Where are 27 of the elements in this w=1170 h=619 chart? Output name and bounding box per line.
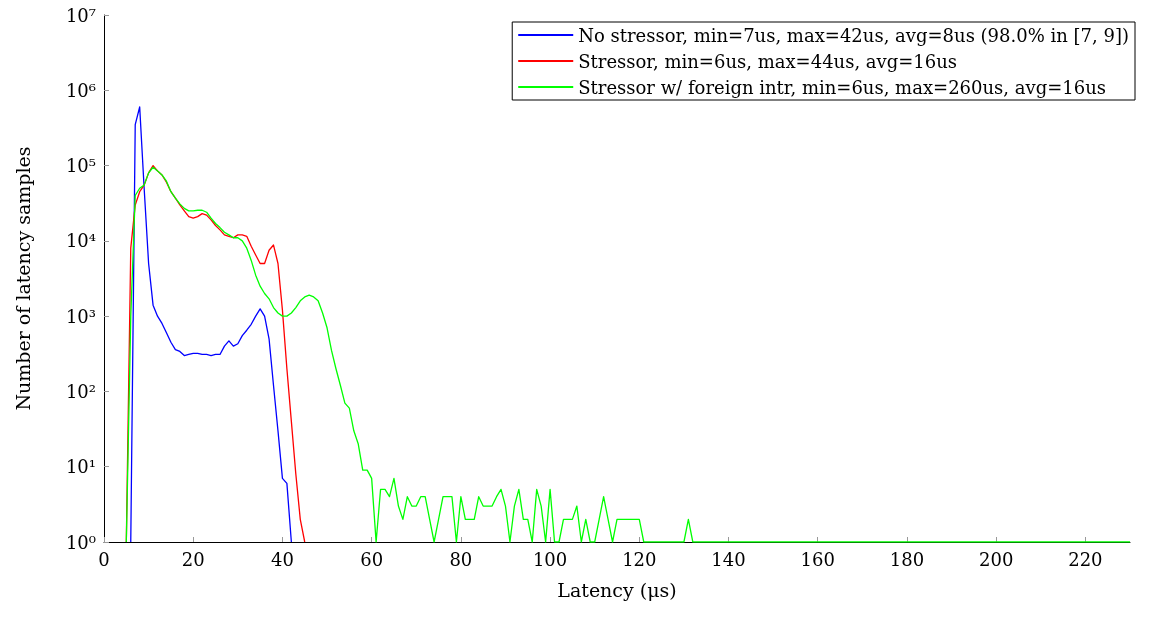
legend-label: Stressor, min=6us, max=44us, avg=16us: [578, 50, 958, 72]
x-tick-label: 220: [1068, 548, 1103, 570]
line-series: [130, 106, 293, 543]
y-tick-label: 10⁰: [65, 531, 96, 553]
x-tick-label: 60: [360, 548, 384, 570]
x-tick-label: 40: [270, 548, 294, 570]
x-tick-label: 140: [711, 548, 746, 570]
legend-label: Stressor w/ foreign intr, min=6us, max=260us, avg=16us: [578, 76, 1107, 98]
y-tick-label: 10⁵: [65, 155, 96, 177]
x-tick-label: 160: [800, 548, 835, 570]
x-tick-label: 20: [181, 548, 205, 570]
x-tick-label: 100: [532, 548, 568, 570]
y-tick-label: 10³: [65, 305, 96, 327]
line-series: [125, 166, 1131, 543]
x-tick-label: 80: [449, 548, 473, 570]
y-tick-label: 10¹: [65, 456, 96, 478]
y-tick-label: 10²: [65, 380, 96, 402]
y-tick-label: 10⁷: [65, 4, 96, 26]
x-tick-label: 120: [622, 548, 657, 570]
x-axis-title: Latency (μs): [557, 578, 677, 601]
x-tick-label: 180: [889, 548, 925, 570]
legend-label: No stressor, min=7us, max=42us, avg=8us (98.0% in [7, 9]): [578, 24, 1130, 46]
y-tick-label: 10⁶: [65, 79, 96, 101]
x-tick-label: 200: [978, 548, 1014, 570]
y-tick-label: 10⁴: [65, 230, 96, 252]
x-tick-label: 0: [98, 548, 110, 570]
y-axis-title: Number of latency samples: [11, 146, 34, 411]
